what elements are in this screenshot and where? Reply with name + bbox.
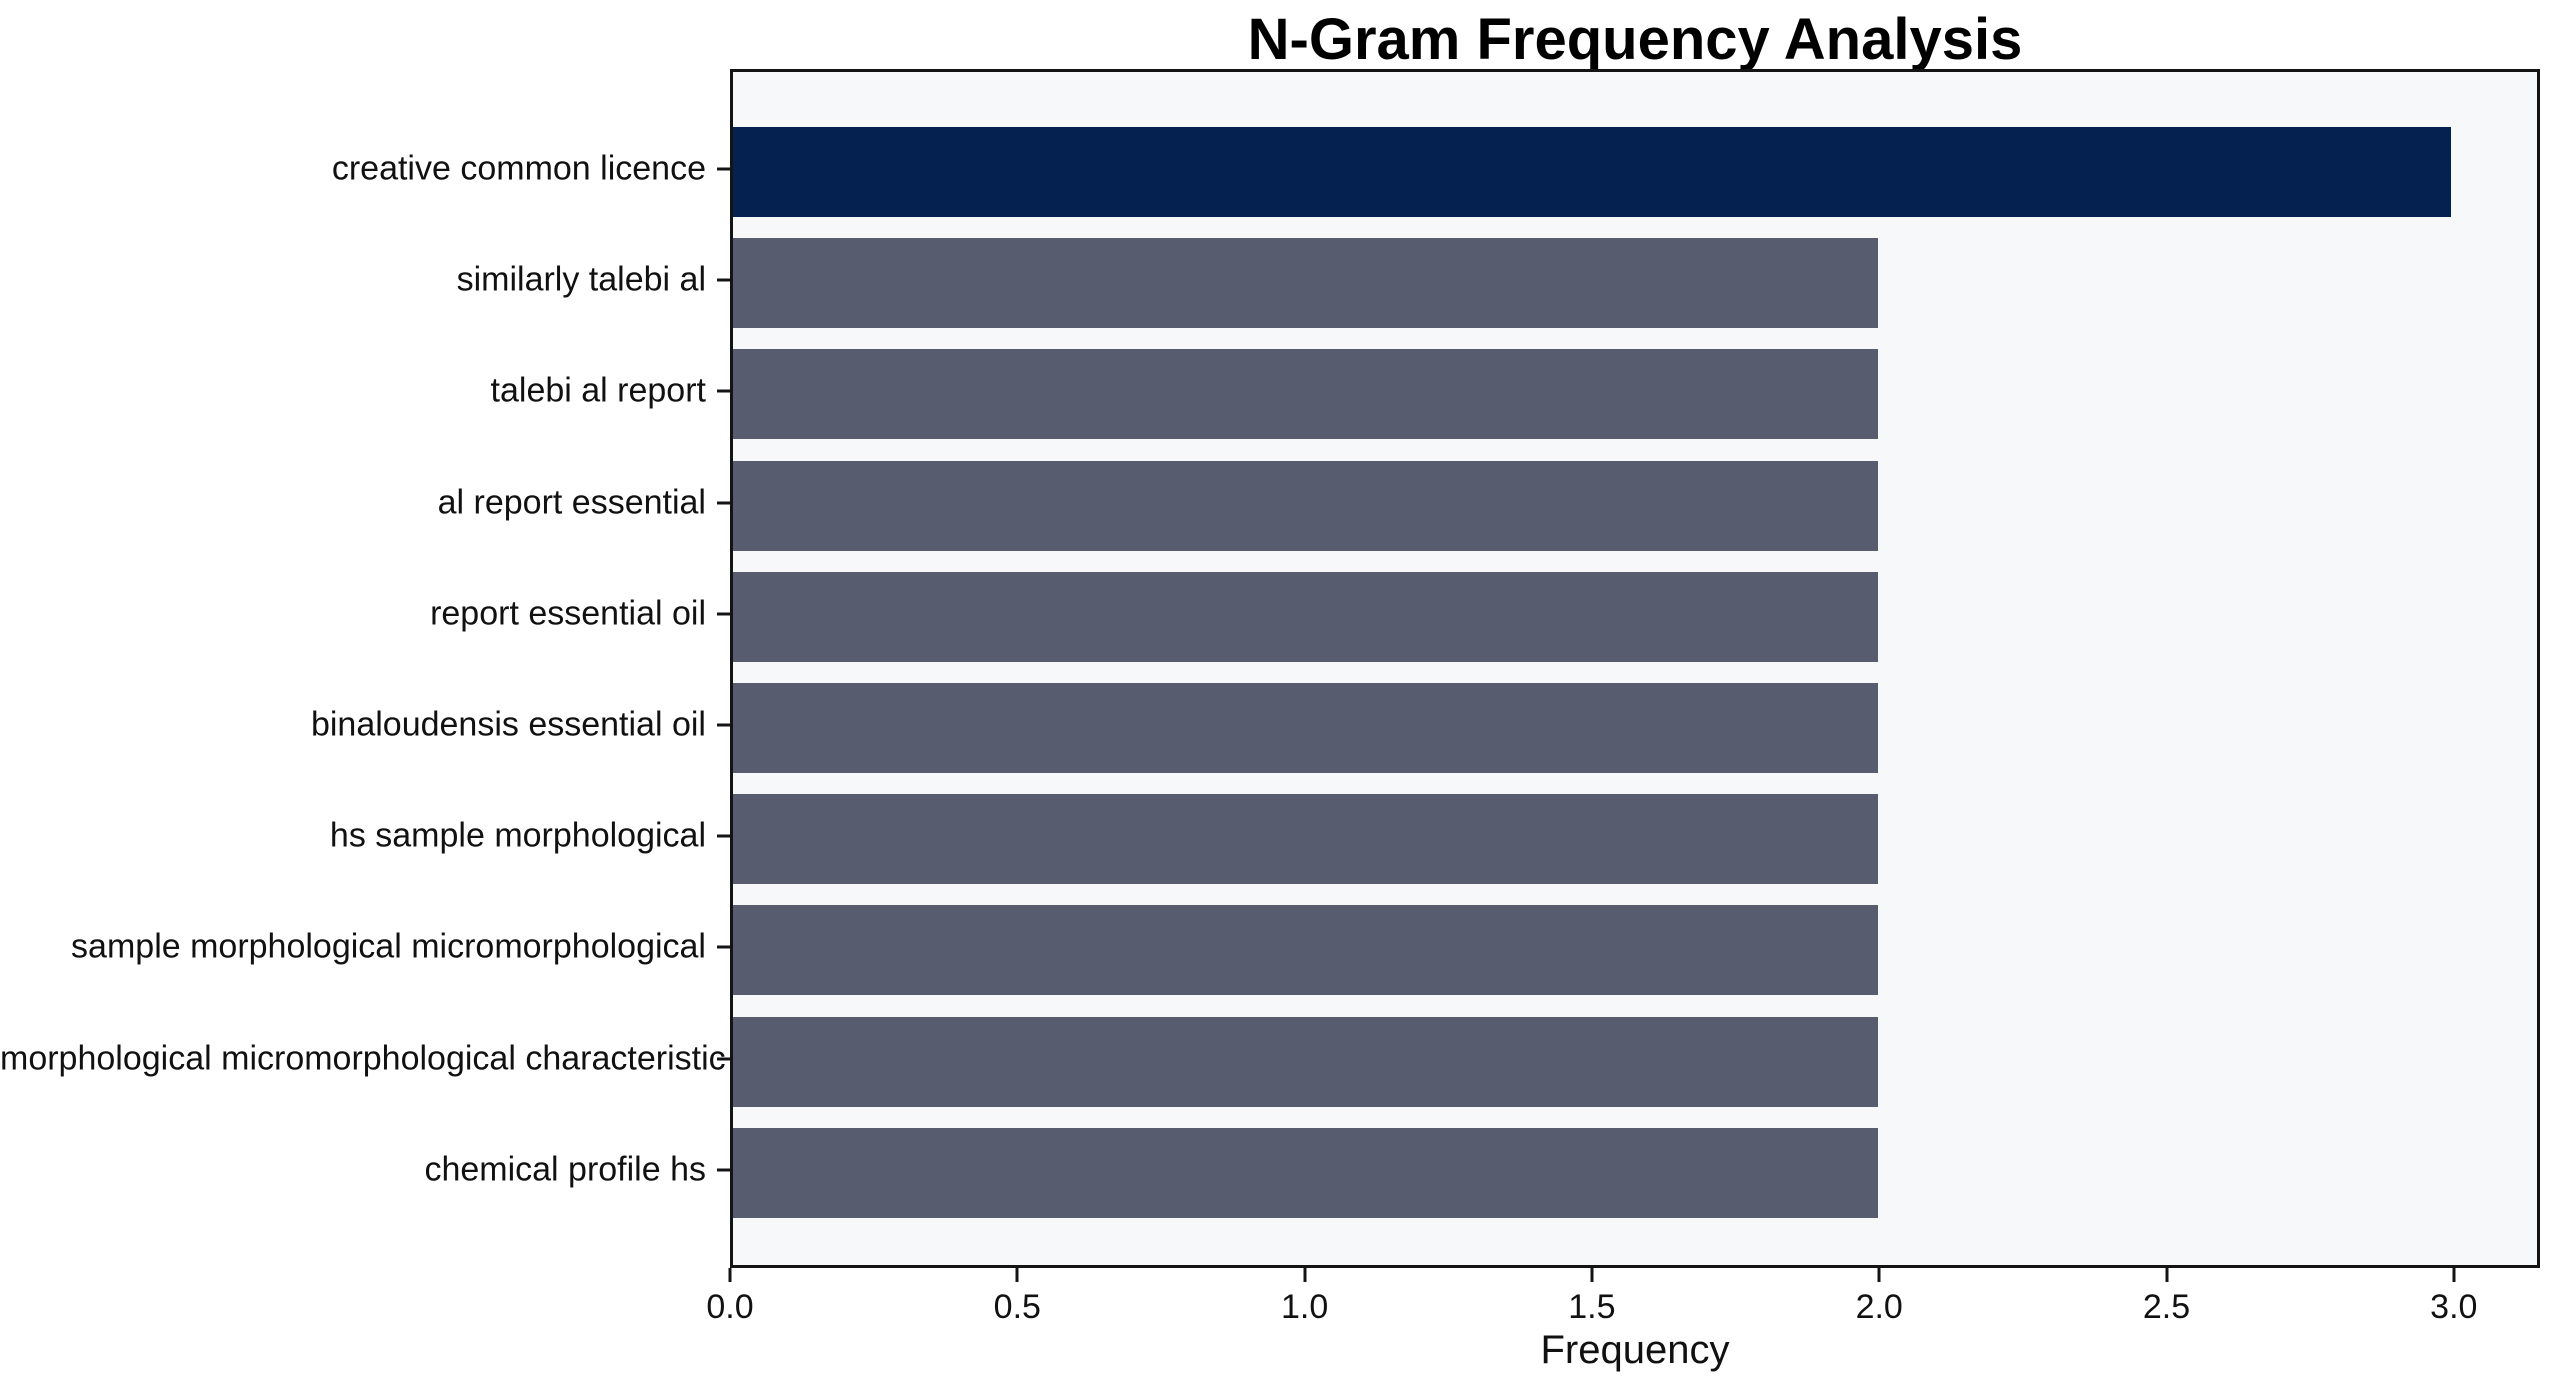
- y-tick: [717, 167, 730, 171]
- x-tick: [1590, 1268, 1594, 1282]
- y-tick: [717, 389, 730, 393]
- bar: [733, 571, 1879, 662]
- bar: [733, 460, 1879, 551]
- bar: [733, 127, 2452, 217]
- y-tick: [717, 723, 730, 727]
- y-axis-label: talebi al report: [490, 371, 706, 410]
- chart-title: N-Gram Frequency Analysis: [1247, 7, 2023, 72]
- x-tick: [1877, 1268, 1881, 1282]
- x-tick-label: 2.5: [2142, 1288, 2191, 1326]
- bar: [733, 238, 1879, 329]
- y-axis-label: chemical profile hs: [424, 1150, 706, 1189]
- y-tick: [717, 612, 730, 616]
- bar: [733, 1016, 1879, 1107]
- bar: [733, 1127, 1879, 1218]
- x-tick-label: 1.0: [1280, 1288, 1329, 1326]
- x-tick: [2165, 1268, 2168, 1282]
- y-tick: [717, 834, 730, 838]
- y-axis-label: morphological micromorphological charact…: [0, 1039, 726, 1078]
- y-tick: [717, 945, 730, 949]
- y-axis-label: similarly talebi al: [456, 260, 706, 299]
- x-tick: [1015, 1268, 1019, 1282]
- x-tick-label: 0.5: [993, 1288, 1041, 1326]
- bar: [733, 905, 1879, 996]
- x-axis-title: Frequency: [1540, 1328, 1730, 1372]
- x-tick: [1303, 1268, 1307, 1282]
- y-axis-label: sample morphological micromorphological: [71, 927, 706, 966]
- y-tick: [717, 1168, 730, 1172]
- y-axis-label: report essential oil: [430, 594, 706, 633]
- y-axis-label: al report essential: [437, 483, 706, 522]
- bar: [733, 683, 1879, 773]
- x-tick-label: 3.0: [2430, 1288, 2478, 1326]
- bar: [733, 794, 1879, 885]
- plot-area: [730, 69, 2540, 1268]
- x-tick-label: 0.0: [706, 1288, 754, 1326]
- y-tick: [717, 501, 730, 505]
- x-tick-label: 2.0: [1855, 1288, 1903, 1326]
- x-tick: [728, 1268, 732, 1282]
- x-tick-label: 1.5: [1568, 1288, 1616, 1326]
- x-tick: [2452, 1268, 2456, 1282]
- y-tick: [717, 278, 730, 282]
- y-tick: [717, 1057, 730, 1061]
- y-axis-label: hs sample morphological: [329, 816, 706, 855]
- bar: [733, 349, 1879, 440]
- y-axis-label: binaloudensis essential oil: [310, 705, 706, 744]
- y-axis-label: creative common licence: [331, 149, 706, 188]
